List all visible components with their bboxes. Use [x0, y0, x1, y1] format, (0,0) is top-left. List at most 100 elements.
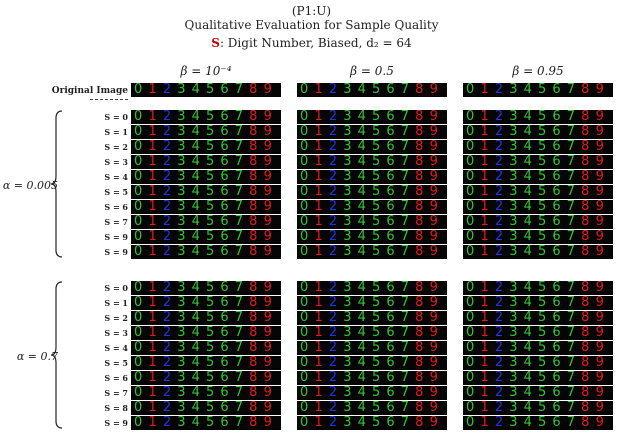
digit-sample: 6 — [552, 341, 561, 355]
digit-sample: 3 — [509, 356, 518, 370]
digit-sample: 0 — [134, 230, 143, 244]
row-label: S = 0 — [104, 112, 128, 122]
digit-sample: 7 — [400, 215, 410, 229]
digit-sample: 0 — [300, 83, 309, 97]
digit-sample: 6 — [220, 371, 229, 385]
digit-sample: 6 — [386, 140, 395, 154]
digit-sample: 0 — [466, 371, 475, 385]
digit-sample: 0 — [466, 281, 475, 295]
digit-sample: 7 — [566, 215, 576, 229]
digit-sample: 9 — [595, 140, 604, 154]
digit-sample: 2 — [494, 200, 504, 214]
digit-sample: 9 — [595, 155, 604, 169]
digit-sample: 3 — [343, 281, 352, 295]
digit-sample: 5 — [206, 386, 215, 400]
digit-sample: 6 — [552, 110, 561, 124]
digit-sample: 6 — [552, 170, 561, 184]
digit-sample: 1 — [314, 386, 323, 400]
digit-sample: 3 — [177, 185, 186, 199]
digit-sample: 3 — [509, 296, 518, 310]
digit-sample: 4 — [357, 245, 366, 259]
digit-sample: 2 — [162, 83, 172, 97]
digit-sample: 3 — [509, 200, 518, 214]
digit-sample: 4 — [191, 356, 200, 370]
digit-sample: 9 — [263, 416, 272, 430]
digit-sample: 2 — [162, 125, 172, 139]
digit-sample: 1 — [314, 185, 323, 199]
digit-sample: 0 — [134, 185, 143, 199]
digit-sample: 0 — [466, 155, 475, 169]
digit-sample: 8 — [415, 356, 424, 370]
digit-sample: 2 — [328, 215, 338, 229]
digit-sample: 5 — [538, 386, 547, 400]
digit-sample: 3 — [177, 281, 186, 295]
digit-sample: 9 — [595, 125, 604, 139]
digit-sample: 4 — [191, 311, 200, 325]
row-label: S = 0 — [104, 283, 128, 293]
digit-sample: 3 — [509, 185, 518, 199]
digit-sample: 1 — [314, 155, 323, 169]
digit-sample: 9 — [429, 83, 438, 97]
digit-sample: 9 — [429, 416, 438, 430]
digit-sample: 3 — [177, 155, 186, 169]
digit-sample: 8 — [415, 341, 424, 355]
digit-sample: 5 — [372, 140, 381, 154]
digit-sample: 0 — [466, 416, 475, 430]
digit-sample: 6 — [552, 155, 561, 169]
digit-sample: 0 — [300, 215, 309, 229]
digit-sample: 1 — [314, 356, 323, 370]
digit-sample: 0 — [466, 245, 475, 259]
digit-sample: 0 — [134, 311, 143, 325]
digit-sample: 8 — [249, 155, 258, 169]
digit-sample: 2 — [328, 311, 338, 325]
digit-sample: 0 — [134, 371, 143, 385]
digit-sample: 4 — [523, 155, 532, 169]
digit-sample: 4 — [523, 296, 532, 310]
digit-sample: 1 — [148, 356, 157, 370]
digit-sample: 0 — [466, 230, 475, 244]
digit-sample: 4 — [191, 386, 200, 400]
digit-sample: 6 — [386, 200, 395, 214]
digit-sample: 3 — [509, 326, 518, 340]
digit-sample: 2 — [162, 281, 172, 295]
digit-sample: 9 — [263, 401, 272, 415]
digit-sample: 5 — [538, 341, 547, 355]
digit-sample: 9 — [263, 200, 272, 214]
digit-sample: 0 — [300, 170, 309, 184]
digit-sample: 3 — [509, 311, 518, 325]
digit-sample: 4 — [191, 215, 200, 229]
digit-sample: 7 — [566, 200, 576, 214]
digit-sample: 5 — [372, 311, 381, 325]
digit-sample: 0 — [300, 140, 309, 154]
digit-sample: 7 — [400, 110, 410, 124]
row-label: S = 3 — [104, 157, 128, 167]
digit-sample: 5 — [538, 326, 547, 340]
row-label: S = 5 — [104, 358, 128, 368]
digit-sample: 4 — [357, 125, 366, 139]
digit-sample: 1 — [480, 386, 489, 400]
digit-sample: 3 — [177, 326, 186, 340]
figure-title: Qualitative Evaluation for Sample Qualit… — [184, 18, 439, 32]
digit-sample: 8 — [415, 230, 424, 244]
digit-sample: 8 — [581, 245, 590, 259]
digit-sample: 2 — [162, 170, 172, 184]
digit-sample: 1 — [314, 110, 323, 124]
digit-sample: 0 — [466, 401, 475, 415]
digit-sample: 4 — [523, 311, 532, 325]
digit-sample: 4 — [523, 125, 532, 139]
digit-sample: 5 — [372, 200, 381, 214]
digit-sample: 2 — [162, 215, 172, 229]
digit-sample: 6 — [220, 245, 229, 259]
digit-sample: 2 — [328, 83, 338, 97]
digit-sample: 8 — [249, 245, 258, 259]
digit-sample: 4 — [357, 230, 366, 244]
digit-sample: 0 — [134, 170, 143, 184]
digit-sample: 4 — [357, 140, 366, 154]
digit-sample: 7 — [566, 170, 576, 184]
digit-sample: 0 — [466, 125, 475, 139]
